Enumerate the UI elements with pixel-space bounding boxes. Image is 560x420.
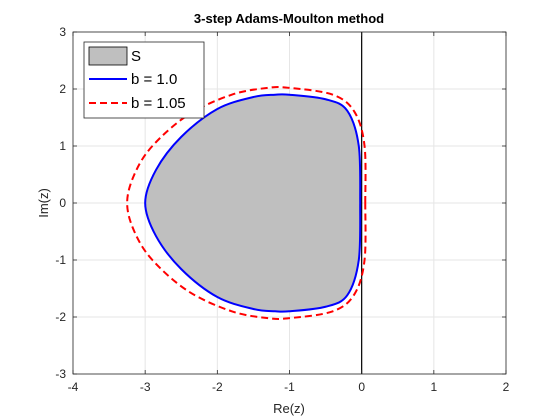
x-tick-label-4: 0 [358, 380, 365, 394]
x-axis-label: Re(z) [273, 401, 305, 416]
legend-label-b105: b = 1.05 [131, 95, 186, 112]
region-0 [145, 94, 362, 312]
y-axis-label: Im(z) [36, 188, 51, 218]
x-axis-ticks: -4 -3 -2 -1 0 1 2 [68, 32, 510, 394]
x-tick-label-3: -1 [284, 380, 295, 394]
y-tick-label-4: 1 [59, 139, 66, 153]
y-tick-label-5: 2 [59, 82, 66, 96]
x-tick-label-6: 2 [503, 380, 510, 394]
series-lines [126, 86, 367, 320]
legend-swatch-region [88, 46, 128, 66]
series-line-2 [126, 86, 367, 320]
filled-regions [145, 94, 362, 312]
x-tick-label-1: -3 [140, 380, 151, 394]
legend-label-b1: b = 1.0 [131, 71, 177, 88]
y-tick-label-1: -2 [55, 310, 66, 324]
x-tick-label-5: 1 [430, 380, 437, 394]
x-tick-label-0: -4 [68, 380, 79, 394]
series-line-1 [144, 93, 362, 313]
y-axis-ticks: -3 -2 -1 0 1 2 3 [55, 25, 506, 381]
legend-label-region: S [131, 48, 141, 65]
chart-title: 3-step Adams-Moulton method [194, 11, 384, 26]
y-tick-label-3: 0 [59, 196, 66, 210]
y-tick-label-6: 3 [59, 25, 66, 39]
x-tick-label-2: -2 [212, 380, 223, 394]
y-tick-label-0: -3 [55, 367, 66, 381]
y-tick-label-2: -1 [55, 253, 66, 267]
legend: S b = 1.0 b = 1.05 [83, 41, 205, 119]
